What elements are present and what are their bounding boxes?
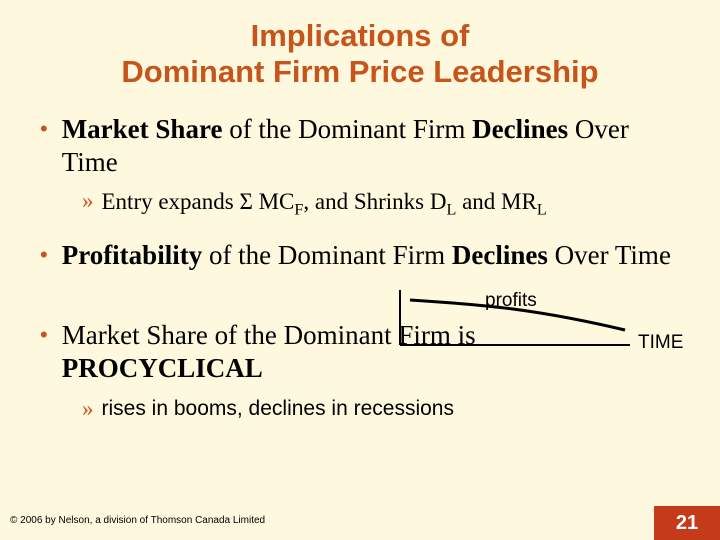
chart-svg: profits TIME — [370, 290, 700, 370]
bullet-1-sub: » Entry expands Σ MCF, and Shrinks DL an… — [82, 188, 680, 221]
bullet-1-sub-text: Entry expands Σ MCF, and Shrinks DL and … — [102, 188, 547, 221]
profits-time-chart: profits TIME — [370, 290, 700, 375]
bullet-marker: • — [40, 242, 48, 267]
svg-text:TIME: TIME — [638, 332, 683, 353]
title-line1: Implications of — [251, 18, 470, 53]
sub-marker: » — [82, 396, 94, 422]
bullet-3-sub: » rises in booms, declines in recessions — [82, 396, 680, 422]
bullet-2-text: Profitability of the Dominant Firm Decli… — [62, 239, 671, 271]
svg-text:profits: profits — [485, 290, 537, 311]
page-number-badge: 21 — [654, 506, 720, 540]
bullet-3-sub-text: rises in booms, declines in recessions — [102, 396, 455, 422]
bullet-1-text: Market Share of the Dominant Firm Declin… — [62, 113, 680, 178]
copyright-footer: © 2006 by Nelson, a division of Thomson … — [10, 515, 265, 526]
bullet-marker: • — [40, 116, 48, 141]
sub-marker: » — [82, 188, 94, 214]
bullet-marker: • — [40, 322, 48, 347]
title-line2: Dominant Firm Price Leadership — [121, 54, 598, 89]
bullet-1: • Market Share of the Dominant Firm Decl… — [40, 113, 680, 178]
bullet-2: • Profitability of the Dominant Firm Dec… — [40, 239, 680, 271]
